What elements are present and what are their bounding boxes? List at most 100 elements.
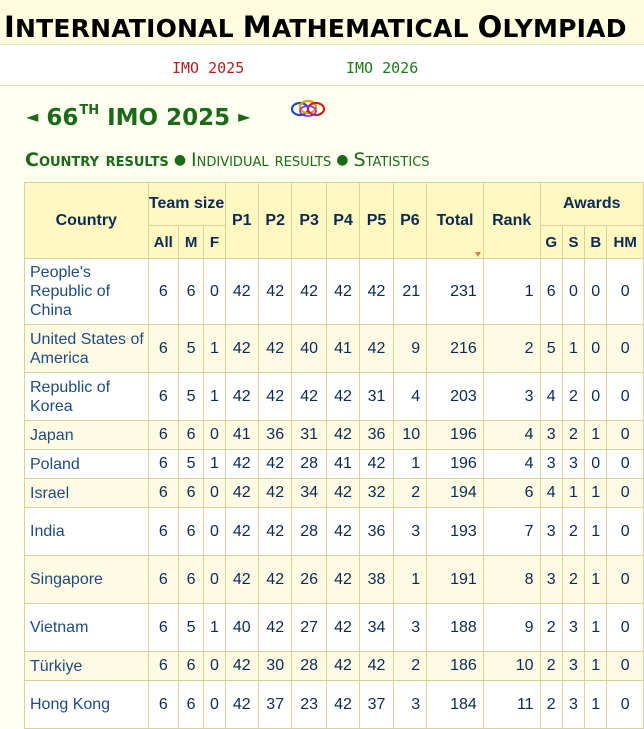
title-part: LYMPIAD [502, 14, 627, 43]
cell-p3: 42 [291, 372, 327, 421]
table-row: Hong Kong 6 6 0 42 37 23 42 37 3 184 11 2 3 1 0 [24, 680, 644, 729]
cell-m: 6 [177, 651, 205, 681]
country-link[interactable]: United States of America [24, 324, 149, 373]
country-link[interactable]: Poland [24, 449, 149, 479]
cell-all: 6 [147, 651, 179, 681]
cell-total: 191 [426, 555, 484, 604]
cell-p1: 42 [224, 372, 259, 421]
cell-p6: 2 [392, 478, 428, 508]
cell-p2: 42 [257, 372, 293, 421]
cell-p4: 42 [325, 555, 361, 604]
cell-b: 0 [584, 258, 608, 325]
cell-b: 0 [584, 372, 608, 421]
header-p4[interactable]: P4 [325, 182, 361, 259]
country-link[interactable]: Türkiye [24, 651, 149, 681]
cell-p4: 41 [325, 449, 361, 479]
cell-b: 1 [584, 651, 608, 681]
table-row: Poland 6 5 1 42 42 28 41 42 1 196 4 3 3 0 0 [24, 449, 644, 479]
country-link[interactable]: India [24, 507, 149, 556]
header-hm[interactable]: HM [606, 225, 644, 259]
cell-p6: 3 [392, 603, 428, 652]
cell-rank: 1 [482, 258, 541, 325]
cell-hm: 0 [606, 258, 644, 325]
header-team-size: Team size [147, 182, 226, 226]
table-row: Türkiye 6 6 0 42 30 28 42 42 2 186 10 2 3 1 0 [24, 651, 644, 681]
header-g[interactable]: G [539, 225, 563, 259]
country-link[interactable]: Israel [24, 478, 149, 508]
cell-g: 3 [539, 507, 563, 556]
cell-p6: 21 [392, 258, 428, 325]
cell-p6: 4 [392, 372, 428, 421]
tab-individual-results[interactable]: Individual results [191, 149, 332, 171]
cell-g: 5 [539, 324, 563, 373]
cell-p3: 28 [291, 651, 327, 681]
header-p5[interactable]: P5 [359, 182, 394, 259]
country-link[interactable]: Japan [24, 420, 149, 450]
header-f[interactable]: F [203, 225, 226, 259]
site-title[interactable]: INTERNATIONAL MATHEMATICAL OLYMPIAD [4, 10, 627, 44]
prev-edition-arrow-icon[interactable]: ◄ [26, 107, 39, 126]
cell-rank: 4 [482, 449, 541, 479]
cell-p6: 3 [392, 507, 428, 556]
header-s[interactable]: S [561, 225, 586, 259]
cell-p5: 32 [359, 478, 394, 508]
country-link[interactable]: Republic of Korea [24, 372, 149, 421]
cell-s: 2 [561, 507, 586, 556]
cell-f: 0 [203, 651, 226, 681]
cell-g: 4 [539, 372, 563, 421]
country-link[interactable]: Singapore [24, 555, 149, 604]
cell-total: 186 [426, 651, 484, 681]
header-country[interactable]: Country [24, 182, 149, 259]
header-total[interactable]: Total [426, 182, 484, 259]
cell-total: 216 [426, 324, 484, 373]
country-link[interactable]: Vietnam [24, 603, 149, 652]
cell-f: 0 [203, 478, 226, 508]
cell-f: 1 [203, 372, 226, 421]
cell-p2: 42 [257, 449, 293, 479]
cell-b: 1 [584, 603, 608, 652]
header-m[interactable]: M [177, 225, 205, 259]
cell-p2: 42 [257, 478, 293, 508]
cell-hm: 0 [606, 507, 644, 556]
cell-hm: 0 [606, 555, 644, 604]
cell-p2: 37 [257, 680, 293, 729]
cell-hm: 0 [606, 420, 644, 450]
header-b[interactable]: B [584, 225, 608, 259]
cell-g: 2 [539, 680, 563, 729]
tab-statistics[interactable]: Statistics [353, 149, 430, 171]
cell-b: 1 [584, 680, 608, 729]
header-all[interactable]: All [147, 225, 179, 259]
cell-p3: 26 [291, 555, 327, 604]
country-link[interactable]: Hong Kong [24, 680, 149, 729]
cell-p1: 42 [224, 324, 259, 373]
tab-country-results[interactable]: Country results [25, 149, 169, 171]
next-edition-arrow-icon[interactable]: ► [238, 107, 251, 126]
cell-s: 3 [561, 651, 586, 681]
country-link[interactable]: People's Republic of China [24, 258, 149, 325]
cell-p2: 30 [257, 651, 293, 681]
next-year-link[interactable]: IMO 2026 [346, 59, 419, 77]
cell-all: 6 [147, 449, 179, 479]
imo-rings-icon[interactable] [290, 99, 326, 119]
cell-all: 6 [147, 507, 179, 556]
cell-p1: 42 [224, 555, 259, 604]
cell-p4: 42 [325, 420, 361, 450]
table-row: Republic of Korea 6 5 1 42 42 42 42 31 4 203 3 4 2 0 0 [24, 372, 644, 421]
edition-heading: ◄ 66TH IMO 2025 ► [26, 103, 250, 131]
cell-p4: 42 [325, 680, 361, 729]
cell-m: 5 [177, 449, 205, 479]
header-p1[interactable]: P1 [224, 182, 259, 259]
header-rank[interactable]: Rank [482, 182, 541, 259]
cell-g: 3 [539, 449, 563, 479]
prev-year-link[interactable]: IMO 2025 [172, 59, 245, 77]
cell-p6: 3 [392, 680, 428, 729]
cell-p5: 42 [359, 258, 394, 325]
cell-p3: 27 [291, 603, 327, 652]
cell-b: 0 [584, 324, 608, 373]
header-p3[interactable]: P3 [291, 182, 327, 259]
cell-f: 0 [203, 555, 226, 604]
cell-p1: 42 [224, 680, 259, 729]
header-p6[interactable]: P6 [392, 182, 428, 259]
cell-p5: 34 [359, 603, 394, 652]
header-p2[interactable]: P2 [257, 182, 293, 259]
